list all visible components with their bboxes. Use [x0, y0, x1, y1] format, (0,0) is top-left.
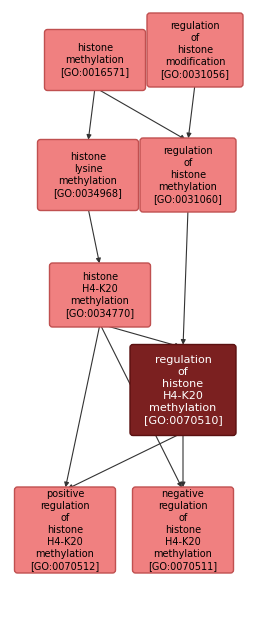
FancyBboxPatch shape	[130, 344, 236, 436]
FancyBboxPatch shape	[38, 139, 138, 210]
FancyBboxPatch shape	[44, 30, 146, 91]
Text: negative
regulation
of
histone
H4-K20
methylation
[GO:0070511]: negative regulation of histone H4-K20 me…	[148, 489, 218, 571]
Text: positive
regulation
of
histone
H4-K20
methylation
[GO:0070512]: positive regulation of histone H4-K20 me…	[30, 489, 100, 571]
Text: histone
methylation
[GO:0016571]: histone methylation [GO:0016571]	[60, 43, 130, 77]
Text: histone
lysine
methylation
[GO:0034968]: histone lysine methylation [GO:0034968]	[54, 152, 122, 198]
Text: histone
H4-K20
methylation
[GO:0034770]: histone H4-K20 methylation [GO:0034770]	[66, 272, 135, 318]
Text: regulation
of
histone
modification
[GO:0031056]: regulation of histone modification [GO:0…	[161, 21, 230, 79]
FancyBboxPatch shape	[140, 138, 236, 212]
FancyBboxPatch shape	[14, 487, 116, 573]
FancyBboxPatch shape	[50, 263, 151, 327]
Text: regulation
of
histone
H4-K20
methylation
[GO:0070510]: regulation of histone H4-K20 methylation…	[144, 355, 222, 425]
FancyBboxPatch shape	[147, 13, 243, 87]
Text: regulation
of
histone
methylation
[GO:0031060]: regulation of histone methylation [GO:00…	[154, 146, 223, 204]
FancyBboxPatch shape	[133, 487, 233, 573]
